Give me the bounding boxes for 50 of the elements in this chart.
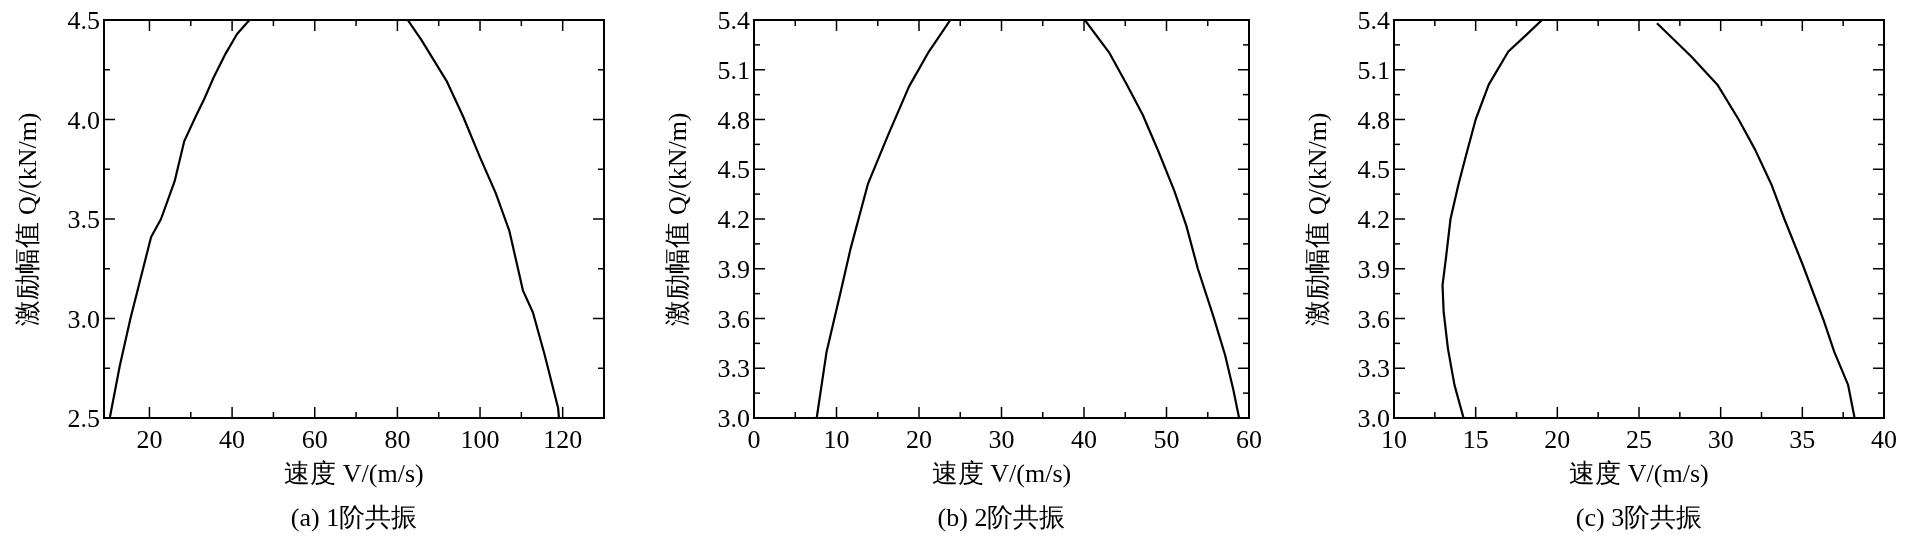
x-tick-label: 0 xyxy=(747,425,761,454)
y-tick-label: 5.4 xyxy=(1357,6,1390,36)
x-tick-label: 120 xyxy=(543,425,583,454)
y-tick-label: 5.1 xyxy=(1357,55,1390,85)
y-tick-label: 4.5 xyxy=(67,6,100,36)
x-tick-label: 30 xyxy=(1707,425,1734,454)
y-tick-label: 3.6 xyxy=(717,304,750,334)
y-axis-title: 激励幅值 Q/(kN/m) xyxy=(1303,112,1332,326)
y-tick-label: 3.9 xyxy=(1357,254,1390,284)
x-axis-title: 速度 V/(m/s) xyxy=(284,459,424,488)
y-tick-label: 4.5 xyxy=(1357,155,1390,185)
x-tick-label: 35 xyxy=(1789,425,1816,454)
x-tick-label: 20 xyxy=(136,425,163,454)
x-tick-label: 20 xyxy=(906,425,932,454)
y-tick-label: 5.1 xyxy=(717,55,750,85)
text: (b) 2阶共振 xyxy=(937,503,1066,532)
y-tick-label: 4.2 xyxy=(1357,205,1390,235)
y-tick-label: 3.3 xyxy=(717,354,750,384)
text: (c) 3阶共振 xyxy=(1575,503,1703,532)
x-tick-label: 15 xyxy=(1462,425,1489,454)
x-axis-title: 速度 V/(m/s) xyxy=(931,459,1072,488)
y-tick-label: 5.4 xyxy=(717,6,750,36)
x-tick-label: 80 xyxy=(384,425,411,454)
x-tick-label: 100 xyxy=(460,425,500,454)
y-tick-label: 2.5 xyxy=(67,404,100,434)
y-tick-label: 3.3 xyxy=(1357,354,1390,384)
x-tick-label: 20 xyxy=(1544,425,1571,454)
y-tick-label: 3.5 xyxy=(67,205,100,235)
x-tick-label: 40 xyxy=(1071,425,1097,454)
x-tick-label: 10 xyxy=(823,425,850,454)
x-tick-label: 25 xyxy=(1626,425,1652,454)
y-tick-label: 4.8 xyxy=(1357,105,1390,135)
y-tick-label: 3.0 xyxy=(717,404,750,434)
y-tick-label: 4.5 xyxy=(717,155,750,185)
x-tick-label: 60 xyxy=(301,425,328,454)
x-tick-label: 40 xyxy=(1871,425,1897,454)
y-axis-title: 激励幅值 Q/(kN/m) xyxy=(13,112,42,326)
y-tick-label: 4.0 xyxy=(67,105,100,135)
x-tick-label: 40 xyxy=(219,425,246,454)
x-tick-label: 50 xyxy=(1153,425,1180,454)
y-axis-title: 激励幅值 Q/(kN/m) xyxy=(663,112,692,326)
x-tick-label: 60 xyxy=(1236,425,1262,454)
x-axis-title: 速度 V/(m/s) xyxy=(1569,459,1709,488)
y-tick-label: 3.0 xyxy=(67,304,100,334)
text: (a) 1阶共振 xyxy=(290,503,418,532)
y-tick-label: 3.9 xyxy=(717,254,750,284)
y-tick-label: 4.2 xyxy=(717,205,750,235)
x-tick-label: 30 xyxy=(988,425,1015,454)
y-tick-label: 3.6 xyxy=(1357,304,1390,334)
y-tick-label: 4.8 xyxy=(717,105,750,135)
